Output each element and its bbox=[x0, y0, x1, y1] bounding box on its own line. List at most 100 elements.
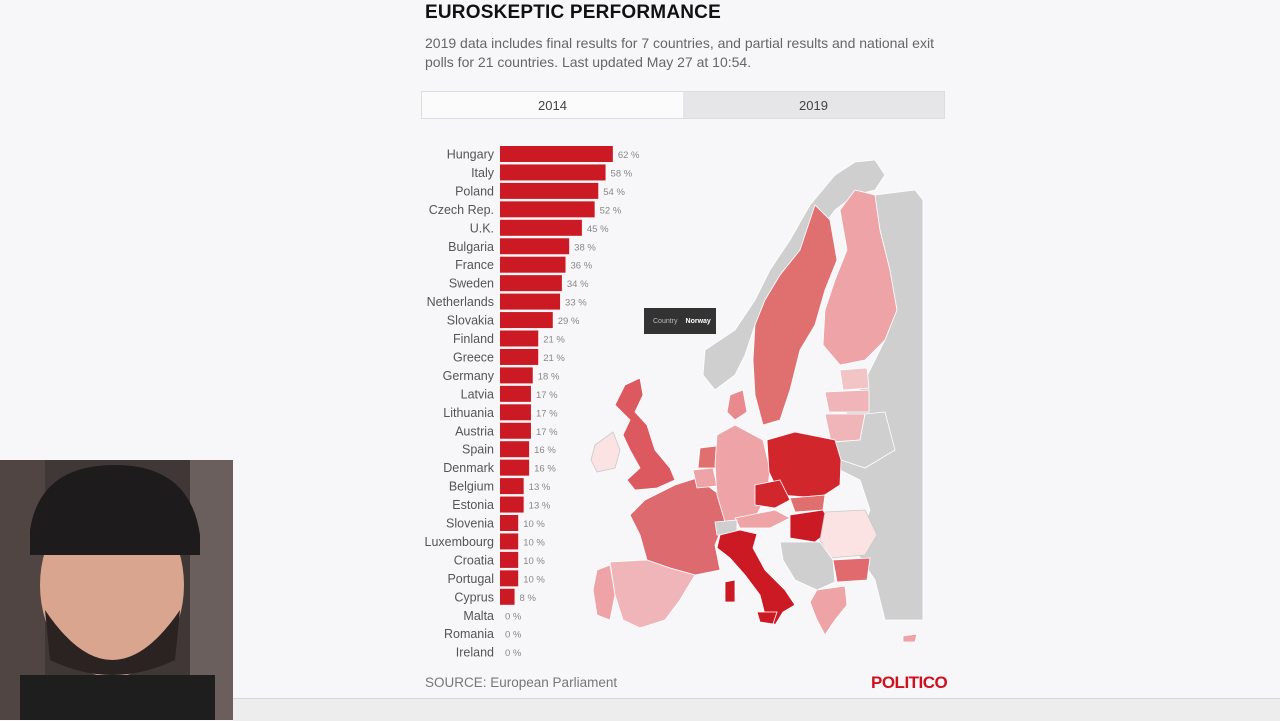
bar[interactable] bbox=[500, 293, 561, 310]
tooltip-key: Country bbox=[653, 317, 678, 325]
bar[interactable] bbox=[500, 312, 553, 329]
bar-label: Belgium bbox=[449, 480, 494, 494]
bar-label: Poland bbox=[455, 184, 494, 198]
bar-value-label: 0 % bbox=[505, 611, 522, 622]
bar[interactable] bbox=[500, 238, 570, 255]
bar-value-label: 17 % bbox=[536, 408, 558, 419]
bar-value-label: 33 % bbox=[565, 298, 587, 309]
map-tooltip: Country Norway bbox=[644, 308, 716, 334]
bar[interactable] bbox=[500, 330, 539, 347]
map-italy[interactable] bbox=[716, 529, 796, 626]
bar[interactable] bbox=[500, 201, 595, 218]
bar[interactable] bbox=[500, 256, 566, 273]
tooltip-value: Norway bbox=[685, 317, 711, 325]
bar-label: Portugal bbox=[447, 572, 494, 586]
bar-label: France bbox=[455, 258, 494, 272]
bottom-bar bbox=[233, 698, 1280, 721]
bar-label: Romania bbox=[444, 627, 494, 641]
bar-label: Spain bbox=[462, 443, 494, 457]
map-estonia[interactable] bbox=[839, 367, 870, 391]
map-poland[interactable] bbox=[766, 431, 842, 499]
bar-label: Estonia bbox=[452, 498, 494, 512]
map-lithuania[interactable] bbox=[824, 413, 866, 443]
tab-2014[interactable]: 2014 bbox=[422, 92, 683, 118]
bar-value-label: 10 % bbox=[523, 574, 545, 585]
bar[interactable] bbox=[500, 515, 519, 531]
map-bulgaria[interactable] bbox=[832, 557, 871, 583]
bar-label: Austria bbox=[455, 424, 494, 438]
chart-subtitle: 2019 data includes final results for 7 c… bbox=[425, 35, 934, 70]
bar-label: Italy bbox=[471, 166, 495, 180]
bar[interactable] bbox=[500, 459, 530, 476]
bar-value-label: 10 % bbox=[523, 556, 545, 567]
bar-value-label: 17 % bbox=[536, 427, 558, 438]
bar[interactable] bbox=[500, 348, 539, 365]
bar-label: Finland bbox=[453, 332, 494, 346]
bar-label: Slovakia bbox=[447, 314, 494, 328]
map-sweden[interactable] bbox=[752, 204, 838, 426]
bar-label: Slovenia bbox=[446, 517, 494, 531]
bar-label: U.K. bbox=[470, 221, 494, 235]
bar-value-label: 16 % bbox=[534, 445, 556, 456]
map-slovakia[interactable] bbox=[789, 494, 826, 513]
bar-value-label: 18 % bbox=[538, 371, 560, 382]
bar[interactable] bbox=[500, 551, 519, 568]
bar[interactable] bbox=[500, 478, 524, 495]
map-denmark[interactable] bbox=[726, 389, 748, 421]
bar[interactable] bbox=[500, 367, 533, 384]
bar-value-label: 10 % bbox=[523, 519, 545, 530]
bar-value-label: 21 % bbox=[543, 335, 565, 346]
bar[interactable] bbox=[500, 404, 531, 421]
map-norway[interactable] bbox=[702, 159, 886, 391]
bar[interactable] bbox=[500, 219, 582, 236]
bar[interactable] bbox=[500, 588, 515, 605]
tab-2019[interactable]: 2019 bbox=[683, 92, 944, 118]
bar-label: Latvia bbox=[461, 387, 494, 401]
map-russia[interactable] bbox=[834, 189, 924, 621]
bar-value-label: 10 % bbox=[523, 537, 545, 548]
map-portugal[interactable] bbox=[592, 564, 616, 621]
bar-label: Greece bbox=[453, 350, 494, 364]
bar-label: Luxembourg bbox=[425, 535, 495, 549]
bar[interactable] bbox=[500, 275, 562, 292]
bar-label: Malta bbox=[463, 609, 494, 623]
map-sicily[interactable] bbox=[756, 611, 778, 625]
source-note: SOURCE: European Parliament bbox=[425, 675, 618, 690]
bar[interactable] bbox=[500, 182, 599, 199]
bar-value-label: 0 % bbox=[505, 630, 522, 641]
bar-label: Bulgaria bbox=[448, 240, 494, 254]
bar-label: Germany bbox=[443, 369, 495, 383]
bar-label: Denmark bbox=[443, 461, 494, 475]
year-tabs: 2014 2019 bbox=[421, 91, 945, 119]
map-spain[interactable] bbox=[609, 559, 696, 629]
map-cyprus[interactable] bbox=[902, 633, 918, 643]
map-uk[interactable] bbox=[614, 377, 676, 491]
bar[interactable] bbox=[500, 496, 524, 513]
europe-map bbox=[590, 159, 924, 643]
bar-value-label: 13 % bbox=[529, 501, 551, 512]
map-austria[interactable] bbox=[734, 509, 791, 529]
bar-label: Cyprus bbox=[454, 590, 494, 604]
map-balkans[interactable] bbox=[779, 541, 836, 591]
bar[interactable] bbox=[500, 441, 530, 458]
map-ireland[interactable] bbox=[590, 431, 621, 473]
bar-label: Sweden bbox=[449, 277, 494, 291]
map-latvia[interactable] bbox=[824, 389, 870, 413]
map-belgium[interactable] bbox=[692, 467, 718, 489]
map-germany[interactable] bbox=[714, 424, 771, 523]
bar[interactable] bbox=[500, 422, 531, 439]
map-greece[interactable] bbox=[809, 585, 848, 636]
bar[interactable] bbox=[500, 570, 519, 587]
chart-title: EUROSKEPTIC PERFORMANCE bbox=[425, 2, 721, 23]
bar-label: Ireland bbox=[456, 646, 494, 660]
politico-logo[interactable]: POLITICO bbox=[871, 673, 948, 692]
map-belarus[interactable] bbox=[834, 411, 896, 469]
map-netherlands[interactable] bbox=[697, 445, 718, 469]
map-czech[interactable] bbox=[754, 479, 791, 509]
bar-value-label: 21 % bbox=[543, 353, 565, 364]
map-sardinia[interactable] bbox=[724, 579, 736, 603]
map-romania[interactable] bbox=[819, 509, 878, 559]
bar[interactable] bbox=[500, 533, 519, 550]
bar[interactable] bbox=[500, 385, 531, 402]
bar-label: Netherlands bbox=[427, 295, 494, 309]
